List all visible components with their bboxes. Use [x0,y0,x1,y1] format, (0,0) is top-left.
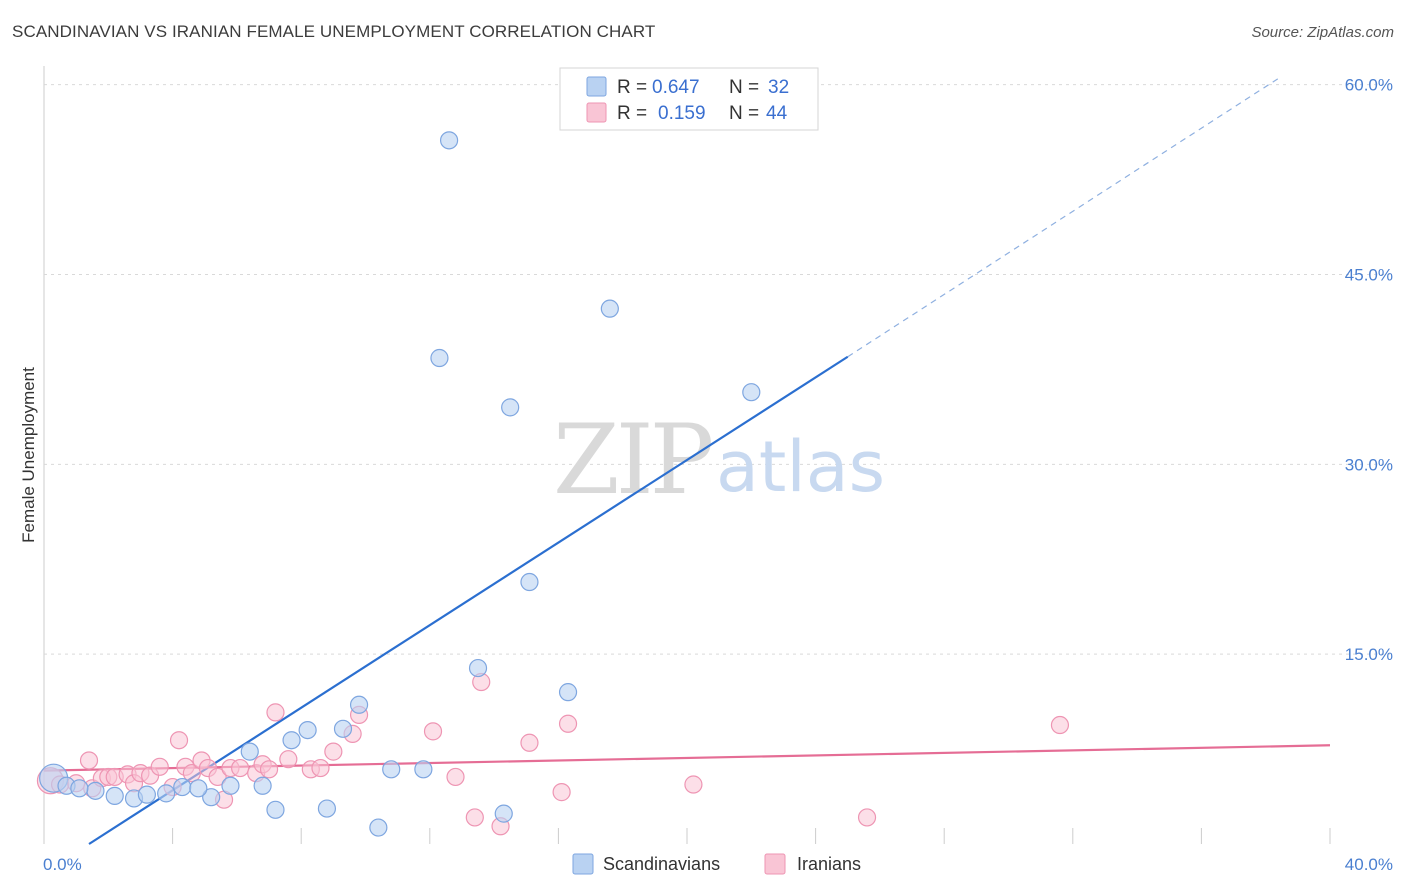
y-tick-label-0: 15.0% [1345,645,1393,664]
legend-n-value-1: 32 [768,77,789,98]
scandinavians-point [240,742,259,761]
y-axis-label: Female Unemployment [19,367,38,543]
scandinavians-point [742,383,761,402]
series-legend-swatch-scandinavians [572,853,594,875]
legend-r-value-2: 0.159 [658,103,706,124]
scandinavians-point [70,779,89,798]
iranians-point [150,757,169,776]
scandinavians-point [86,781,105,800]
scandinavians-point [317,799,337,818]
iranians-point [324,742,343,761]
series-legend: Scandinavians Iranians [572,853,861,875]
scandinavians-point [494,804,513,823]
trendline-scandinavians [88,355,849,845]
series-legend-swatch-iranians [764,853,786,875]
scandinavians-point [137,785,156,804]
iranians-point [311,758,330,778]
scandinavians-point [221,776,240,795]
scandinavians-point [468,658,488,678]
iranians-point [465,808,484,827]
scandinavians-point [349,695,369,714]
legend-n-label-1: N = [729,77,759,98]
scandinavians-point [157,784,176,803]
y-tick-label-3: 60.0% [1345,76,1393,95]
scandinavians-point [520,572,539,592]
series-legend-label-iranians: Iranians [797,854,861,874]
scandinavians-point [369,818,388,837]
legend-r-label-1: R = [617,77,647,98]
iranians-point [446,767,465,787]
iranians-point [857,808,877,827]
axis-labels: 15.0% 30.0% 45.0% 60.0% 0.0% 40.0% [43,76,1393,874]
scandinavians-points [39,131,761,837]
iranians-point [231,758,250,778]
legend-swatch-scandinavians [586,76,607,97]
scandinavians-point [253,776,272,795]
series-legend-label-scandinavians: Scandinavians [603,854,720,874]
iranians-point [684,775,703,794]
iranians-point [1050,715,1070,735]
iranians-point [279,750,298,769]
watermark-atlas: atlas [716,426,885,508]
scandinavians-point [173,777,192,797]
scandinavians-point [600,299,619,318]
iranians-point [552,783,571,802]
x-tick-label-start: 0.0% [43,855,82,874]
scandinavians-point [298,720,317,740]
scandinavians-point [333,719,353,738]
y-tick-label-2: 45.0% [1345,265,1393,284]
scandinavians-point [501,398,520,417]
iranians-point [169,731,189,750]
trend-lines [43,77,1331,845]
legend-r-label-2: R = [617,103,647,124]
iranians-point [79,751,99,770]
iranians-point [520,733,539,752]
stats-legend: R = 0.647 N = 32 R = 0.159 N = 44 [559,67,819,131]
legend-n-label-2: N = [729,103,759,124]
legend-n-value-2: 44 [766,103,788,124]
scandinavians-point [282,731,301,750]
iranians-point [182,764,201,783]
iranians-point [266,703,285,722]
scandinavians-point [558,683,578,702]
iranians-point [208,767,227,787]
legend-swatch-iranians [586,102,607,123]
iranians-point [423,722,443,741]
iranians-point [558,714,578,733]
source-label: Source: ZipAtlas.com [1251,24,1394,41]
scandinavians-point [202,788,221,807]
x-tick-label-end: 40.0% [1345,855,1393,874]
scandinavians-point [382,760,401,779]
scandinavians-point [189,779,208,798]
scandinavians-point [414,760,433,779]
iranians-point [259,760,279,779]
scandinavians-point [266,800,285,819]
chart-title: SCANDINAVIAN VS IRANIAN FEMALE UNEMPLOYM… [12,22,656,41]
legend-r-value-1: 0.647 [652,77,700,98]
scandinavians-point [105,786,124,806]
trendline-scandinavians-extension [847,77,1279,358]
scandinavians-point [430,348,449,368]
scandinavians-point [439,131,459,150]
y-tick-label-1: 30.0% [1345,455,1393,474]
